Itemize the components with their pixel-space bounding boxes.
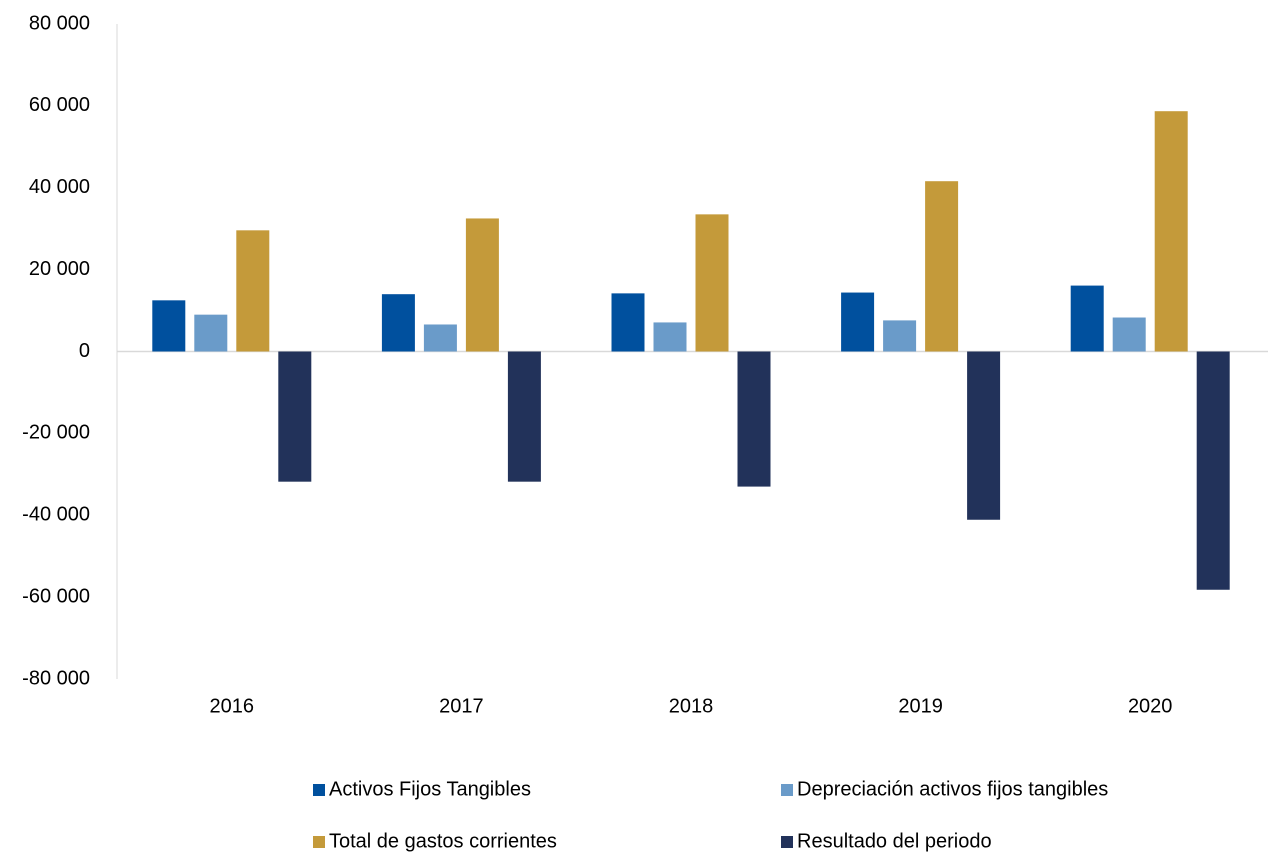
bar — [611, 293, 645, 352]
y-tick-label: -80 000 — [22, 667, 90, 689]
y-tick-label: -40 000 — [22, 504, 90, 526]
legend-label: Total de gastos corrientes — [329, 830, 557, 852]
bar — [152, 300, 186, 352]
x-tick-label: 2016 — [210, 695, 255, 717]
legend-label: Activos Fijos Tangibles — [329, 778, 531, 800]
bar — [1154, 111, 1188, 352]
x-tick-label: 2018 — [669, 695, 714, 717]
bar — [236, 230, 270, 352]
x-tick-label: 2017 — [439, 695, 484, 717]
legend-swatch — [781, 784, 793, 796]
bar — [653, 322, 687, 352]
y-tick-label: 80 000 — [29, 12, 90, 34]
legend-swatch — [313, 784, 325, 796]
bar — [967, 351, 1001, 520]
legend-label: Depreciación activos fijos tangibles — [797, 778, 1108, 800]
bar — [1112, 317, 1146, 352]
x-tick-label: 2020 — [1128, 695, 1173, 717]
y-tick-label: 40 000 — [29, 176, 90, 198]
legend-label: Resultado del periodo — [797, 830, 992, 852]
y-tick-label: -20 000 — [22, 422, 90, 444]
bar — [1196, 351, 1230, 590]
y-tick-label: 0 — [79, 340, 90, 362]
bar — [737, 351, 771, 487]
y-tick-label: -60 000 — [22, 585, 90, 607]
bar — [883, 320, 917, 352]
bar — [381, 294, 415, 352]
bar — [194, 314, 228, 352]
bar — [695, 214, 729, 352]
bar — [925, 181, 959, 352]
legend-swatch — [781, 836, 793, 848]
x-tick-label: 2019 — [898, 695, 943, 717]
legend-swatch — [313, 836, 325, 848]
bar — [465, 218, 499, 352]
bar — [423, 324, 457, 352]
y-tick-label: 60 000 — [29, 94, 90, 116]
bar — [1070, 285, 1104, 352]
bar — [841, 292, 875, 352]
bar — [278, 351, 312, 482]
y-tick-label: 20 000 — [29, 258, 90, 280]
bar — [507, 351, 541, 482]
